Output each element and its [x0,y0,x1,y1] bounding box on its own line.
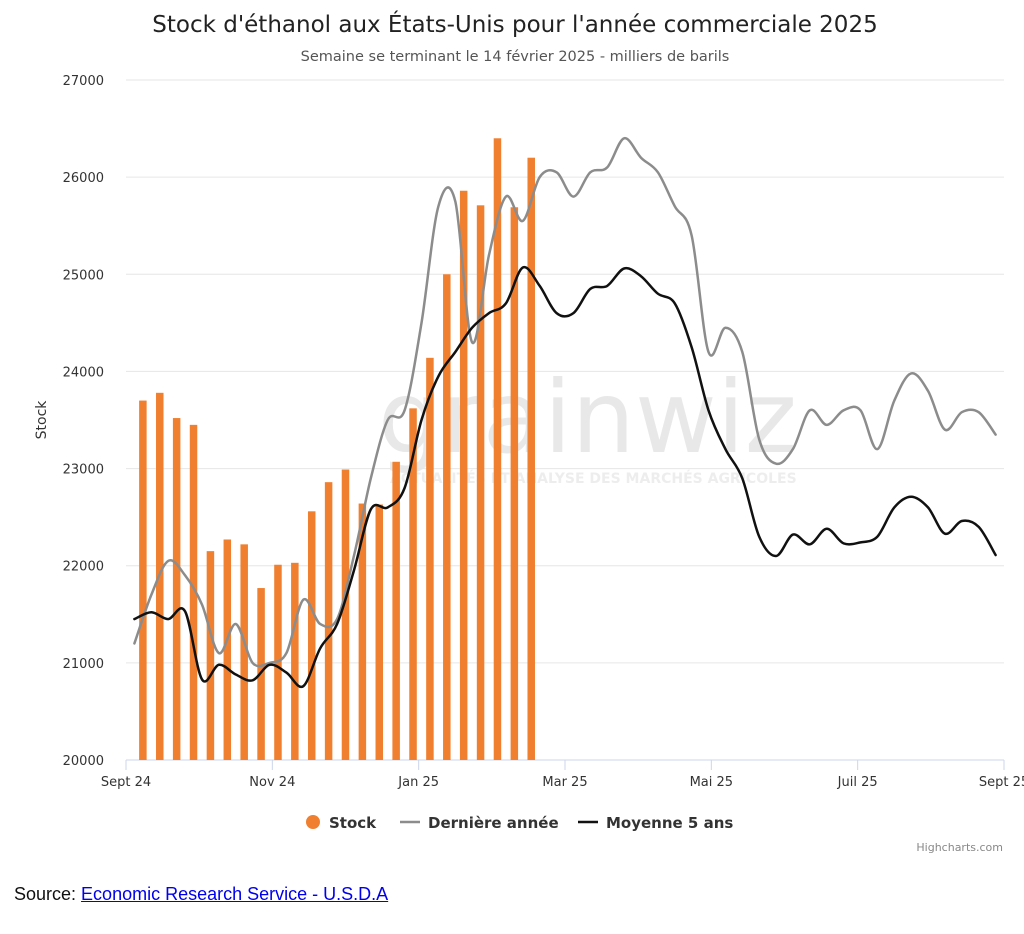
legend-item-stock[interactable]: Stock [306,814,377,832]
y-axis-title: Stock [34,400,50,440]
stock-bar [324,482,333,760]
stock-bar [223,539,232,760]
stock-bar [206,551,215,760]
x-tick-label: Sept 25 [979,775,1024,790]
stock-bar [240,544,248,760]
y-gridlines [126,79,1004,664]
series-lines [133,137,997,689]
x-axis: Sept 24 Nov 24 Jan 25 Mar 25 Mai 25 Juil 25 Se… [101,759,1024,790]
source-line: Source: Economic Research Service - U.S.… [14,884,388,905]
highcharts-credits[interactable]: Highcharts.com [916,841,1003,854]
legend-item-moyenne-5-ans[interactable]: Moyenne 5 ans [578,814,733,832]
legend-label-stock: Stock [329,814,377,832]
y-tick-label: 20000 [63,754,104,769]
chart-title: Stock d'éthanol aux États-Unis pour l'an… [152,10,877,38]
stock-bar [375,504,384,760]
stock-bar [409,408,417,760]
stock-bar [307,511,316,760]
stock-bar [476,205,485,761]
stock-bar [341,469,350,760]
x-tick-label: Jan 25 [397,775,439,790]
y-tick-label: 21000 [63,657,104,672]
stock-bar [189,424,198,760]
legend-label-moyenne-5-ans: Moyenne 5 ans [606,814,733,832]
stock-bar [459,190,468,760]
ethanol-stock-chart: grainwiz ACTUALITÉS ET ANALYSE DES MARCH… [34,10,1024,854]
grainwiz-watermark: grainwiz ACTUALITÉS ET ANALYSE DES MARCH… [378,359,797,487]
x-tick-label: Nov 24 [249,775,295,790]
source-prefix: Source: [14,884,82,904]
stock-bar [527,157,535,760]
stock-bar [510,207,519,760]
y-tick-label: 22000 [63,560,104,575]
y-axis-tick-labels: 20000 21000 22000 23000 24000 25000 26000 27000 [63,74,104,769]
source-link[interactable]: Economic Research Service - U.S.D.A [81,884,389,904]
x-tick-label: Sept 24 [101,775,151,790]
y-tick-label: 27000 [63,74,104,89]
stock-bar [392,461,400,760]
x-tick-label: Mai 25 [690,775,733,790]
stock-bar [172,418,181,760]
stock-bar [291,562,299,760]
stock-bar [493,138,502,761]
legend-item-derniere-annee[interactable]: Dernière année [400,814,559,832]
chart-subtitle: Semaine se terminant le 14 février 2025 … [301,49,730,65]
stock-bar [443,274,451,760]
y-tick-label: 24000 [63,365,104,380]
watermark-tagline: ACTUALITÉS ET ANALYSE DES MARCHÉS AGRICO… [390,470,797,487]
y-tick-label: 26000 [63,171,104,186]
watermark-logo-text: grainwiz [378,359,797,476]
stock-bar [139,400,147,760]
legend-marker-stock [306,815,320,829]
legend: Stock Dernière année Moyenne 5 ans [306,814,733,832]
line-derniere-annee [133,137,997,668]
y-tick-label: 25000 [63,268,104,283]
stock-bar [358,503,367,760]
line-moyenne-5-ans [133,265,997,689]
legend-label-derniere-annee: Dernière année [428,814,559,832]
x-tick-label: Juil 25 [837,775,878,790]
stock-bar [426,357,434,760]
x-tick-label: Mar 25 [542,775,587,790]
y-tick-label: 23000 [63,463,104,478]
